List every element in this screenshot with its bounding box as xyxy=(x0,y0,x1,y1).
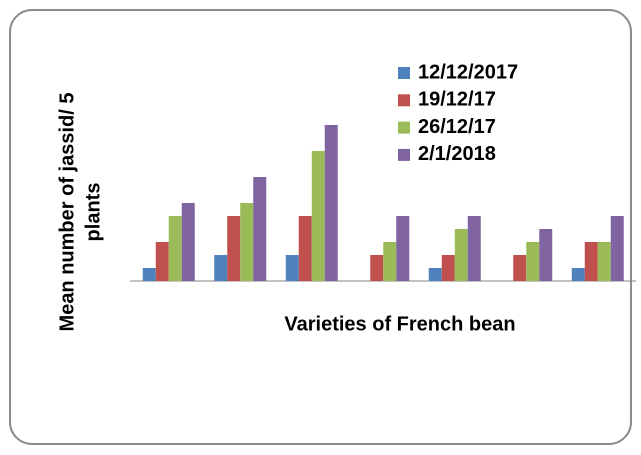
bar xyxy=(285,255,299,281)
y-axis-title: Mean number of jassid/ 5 plants xyxy=(56,93,104,332)
bar xyxy=(168,216,182,281)
bar xyxy=(610,216,624,281)
legend-swatch xyxy=(398,121,410,134)
legend-label: 19/12/17 xyxy=(418,89,496,111)
bar xyxy=(539,229,553,281)
bar xyxy=(526,242,540,281)
x-axis-title: Varieties of French bean xyxy=(284,313,515,335)
bar xyxy=(142,268,156,281)
bar xyxy=(324,125,338,281)
bar xyxy=(513,255,527,281)
bar xyxy=(454,229,468,281)
bar xyxy=(428,268,442,281)
legend-swatch xyxy=(398,67,410,79)
bar xyxy=(214,255,228,281)
bar xyxy=(227,216,241,281)
legend-swatch xyxy=(398,148,410,161)
y-axis-title-line: plants xyxy=(82,183,104,242)
y-axis-title-line: Mean number of jassid/ 5 xyxy=(56,93,78,332)
bar xyxy=(597,242,611,281)
bar xyxy=(155,242,169,281)
bar xyxy=(571,268,585,281)
bar xyxy=(240,203,254,281)
bar xyxy=(396,216,410,281)
legend-swatch xyxy=(398,94,410,107)
bar xyxy=(441,255,455,281)
bar xyxy=(467,216,481,281)
legend-label: 2/1/2018 xyxy=(418,143,496,165)
bar xyxy=(298,216,312,281)
legend-label: 26/12/17 xyxy=(418,116,496,138)
legend-label: 12/12/2017 xyxy=(418,61,518,83)
bar xyxy=(181,203,195,281)
bar xyxy=(370,255,384,281)
bar xyxy=(383,242,397,281)
bar xyxy=(584,242,598,281)
bar xyxy=(311,151,325,281)
bar xyxy=(253,177,267,281)
